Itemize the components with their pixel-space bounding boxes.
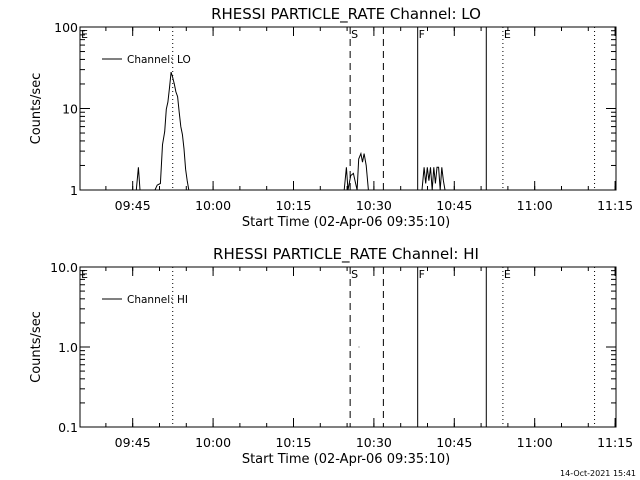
x-tick-label: 10:00 (195, 435, 231, 450)
event-marker-label: S (351, 268, 358, 281)
y-tick-label: 10 (62, 102, 78, 117)
x-tick-label: 10:15 (275, 198, 311, 213)
y-tick-label: 1.0 (58, 340, 78, 355)
series-line-channel-lo (135, 71, 446, 191)
x-tick-label: 10:30 (356, 435, 392, 450)
x-tick-label: 11:15 (597, 198, 633, 213)
x-tick-label: 10:30 (356, 198, 392, 213)
event-marker-label: E (81, 28, 88, 41)
event-marker-label: E (504, 28, 511, 41)
legend-label: Channel: HI (127, 294, 188, 306)
y-axis-label: Counts/sec (29, 311, 44, 383)
x-tick-label: 11:00 (517, 198, 553, 213)
generation-timestamp: 14-Oct-2021 15:41 (560, 469, 636, 478)
event-marker-label: F (419, 28, 425, 41)
chart-title: RHESSI PARTICLE_RATE Channel: LO (211, 5, 481, 24)
chart-title: RHESSI PARTICLE_RATE Channel: HI (213, 245, 479, 264)
x-axis-label: Start Time (02-Apr-06 09:35:10) (242, 215, 450, 230)
event-marker-label: S (351, 28, 358, 41)
y-tick-label: 10.0 (50, 260, 78, 275)
legend-label: Channel: LO (127, 54, 191, 66)
x-tick-label: 11:15 (597, 435, 633, 450)
x-tick-label: 09:45 (115, 435, 151, 450)
y-tick-label: 1 (70, 183, 78, 198)
chart-panel-2: RHESSI PARTICLE_RATE Channel: HI Counts/s… (29, 245, 633, 467)
x-tick-label: 10:15 (275, 435, 311, 450)
x-tick-label: 10:45 (436, 198, 472, 213)
x-tick-label: 10:00 (195, 198, 231, 213)
x-tick-label: 11:00 (517, 435, 553, 450)
y-tick-label: 100 (54, 20, 78, 35)
x-tick-label: 10:45 (436, 435, 472, 450)
event-marker-label: F (419, 268, 425, 281)
event-marker-label: E (81, 268, 88, 281)
x-axis-label: Start Time (02-Apr-06 09:35:10) (242, 452, 450, 467)
y-axis-label: Counts/sec (29, 73, 44, 145)
chart-panel-1: RHESSI PARTICLE_RATE Channel: LO Counts/s… (29, 5, 633, 230)
event-marker-label: E (504, 268, 511, 281)
y-tick-label: 0.1 (58, 420, 78, 435)
x-tick-label: 09:45 (115, 198, 151, 213)
